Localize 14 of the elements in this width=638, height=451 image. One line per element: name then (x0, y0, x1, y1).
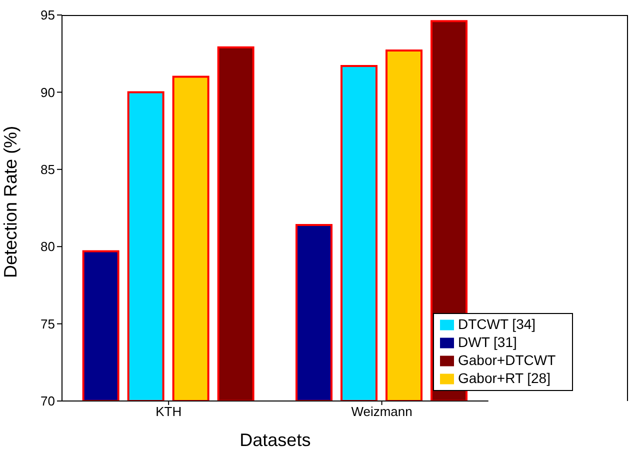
y-tick-label: 80 (40, 239, 55, 254)
y-tick-label: 75 (40, 316, 55, 332)
legend-label: DWT [31] (458, 334, 517, 350)
y-tick-label: 85 (40, 162, 55, 178)
y-axis-title: Detection Rate (%) (0, 126, 20, 278)
x-axis-title: Datasets (240, 430, 311, 450)
legend-label: Gabor+DTCWT (458, 352, 556, 368)
x-tick-label: Weizmann (351, 404, 412, 420)
legend-label: Gabor+RT [28] (458, 370, 550, 386)
y-tick-label: 70 (40, 394, 55, 409)
y-tick-label: 90 (40, 84, 55, 100)
x-tick-label: KTH (156, 404, 182, 420)
legend-label: DTCWT [34] (458, 316, 536, 332)
y-tick-label: 95 (40, 8, 55, 23)
